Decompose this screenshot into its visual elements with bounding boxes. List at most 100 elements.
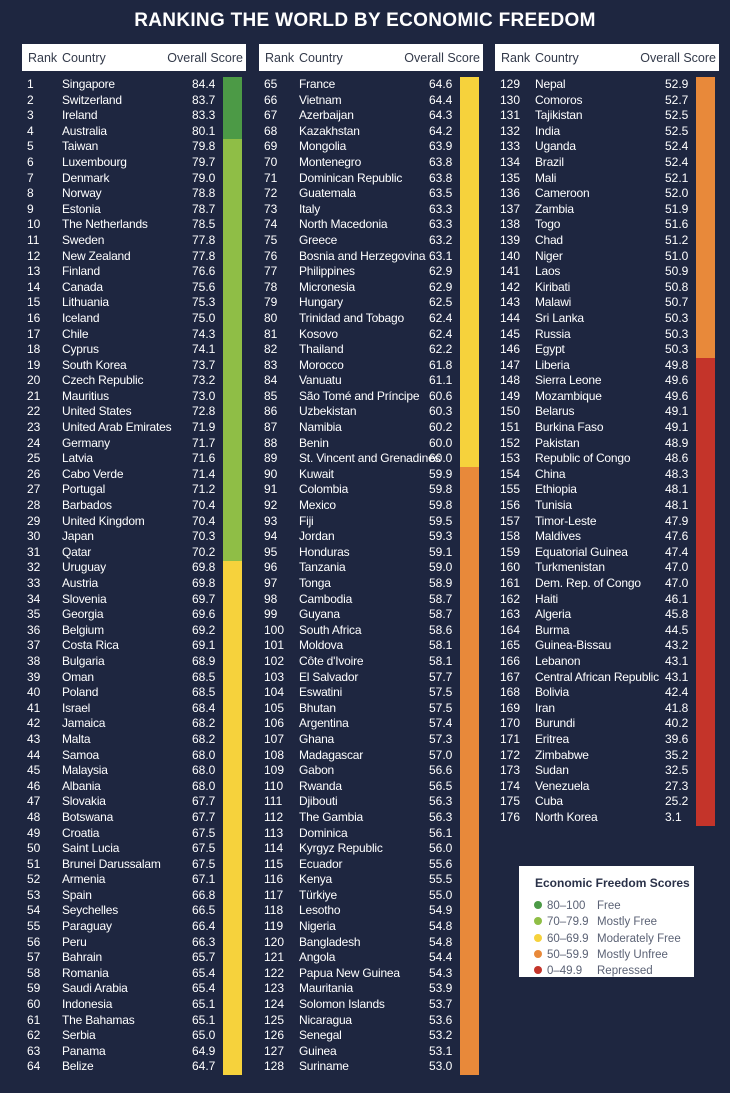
rank-cell: 40 [27, 685, 41, 700]
score-cell: 57.5 [429, 700, 453, 715]
rank-cell: 21 [27, 388, 41, 403]
page-title: RANKING THE WORLD BY ECONOMIC FREEDOM [134, 10, 596, 31]
table-row: 85 São Tomé and Príncipe 60.6 [259, 389, 483, 405]
score-cell: 50.3 [665, 342, 689, 357]
rank-cell: 42 [27, 716, 41, 731]
legend-dot-icon [534, 966, 542, 975]
country-cell: Kosovo [299, 326, 338, 341]
table-row: 175 Cuba 25.2 [495, 794, 719, 810]
rank-cell: 1 [27, 77, 34, 91]
score-cell: 67.7 [192, 809, 216, 824]
country-cell: Micronesia [299, 279, 356, 294]
rank-cell: 103 [264, 669, 285, 684]
legend-range: 0–49.9 [547, 965, 583, 978]
table-row: 83 Morocco 61.8 [259, 358, 483, 374]
score-cell: 52.1 [665, 170, 689, 185]
rank-cell: 35 [27, 607, 41, 622]
table-row: 22 United States 72.8 [22, 404, 246, 420]
rank-cell: 121 [264, 950, 285, 965]
table-row: 152 Pakistan 48.9 [495, 436, 719, 452]
rank-header: Rank [28, 51, 58, 65]
table-row: 144 Sri Lanka 50.3 [495, 311, 719, 327]
table-row: 153 Republic of Congo 48.6 [495, 451, 719, 467]
rank-cell: 13 [27, 264, 41, 279]
country-cell: Bhutan [299, 700, 336, 715]
country-cell: South Africa [299, 622, 362, 637]
score-cell: 52.0 [665, 186, 689, 201]
score-cell: 59.5 [429, 513, 453, 528]
country-cell: United Arab Emirates [62, 420, 172, 435]
category-segment [696, 77, 715, 358]
table-row: 108 Madagascar 57.0 [259, 748, 483, 764]
table-row: 17 Chile 74.3 [22, 327, 246, 343]
legend-label: Mostly Free [597, 916, 658, 929]
rank-cell: 3 [27, 108, 34, 123]
table-row: 70 Montenegro 63.8 [259, 155, 483, 171]
rank-cell: 67 [264, 108, 278, 123]
column-header: Rank Country Overall Score [22, 44, 246, 71]
rank-cell: 4 [27, 123, 34, 138]
country-cell: Albania [62, 778, 101, 793]
rank-cell: 139 [500, 232, 521, 247]
country-cell: Sudan [535, 763, 569, 778]
score-cell: 56.6 [429, 763, 453, 778]
score-cell: 46.1 [665, 591, 689, 606]
country-cell: Greece [299, 232, 338, 247]
rank-cell: 81 [264, 326, 278, 341]
table-row: 140 Niger 51.0 [495, 249, 719, 265]
score-cell: 43.1 [665, 653, 689, 668]
table-row: 18 Cyprus 74.1 [22, 342, 246, 358]
country-cell: Montenegro [299, 154, 362, 169]
rank-cell: 47 [27, 794, 41, 809]
country-cell: Sweden [62, 232, 105, 247]
rank-cell: 176 [500, 809, 521, 824]
rank-cell: 69 [264, 139, 278, 154]
score-cell: 75.6 [192, 279, 216, 294]
country-cell: Nepal [535, 77, 566, 91]
rank-cell: 11 [27, 232, 40, 247]
country-cell: Oman [62, 669, 94, 684]
score-cell: 61.1 [429, 373, 453, 388]
score-cell: 58.1 [429, 653, 453, 668]
score-cell: 39.6 [665, 731, 689, 746]
country-cell: São Tomé and Príncipe [299, 388, 420, 403]
rank-cell: 26 [27, 466, 41, 481]
table-row: 119 Nigeria 54.8 [259, 919, 483, 935]
rank-cell: 99 [264, 607, 278, 622]
table-row: 40 Poland 68.5 [22, 685, 246, 701]
column-header: Rank Country Overall Score [259, 44, 483, 71]
country-cell: Zimbabwe [535, 747, 589, 762]
score-cell: 47.4 [665, 544, 689, 559]
score-cell: 52.4 [665, 139, 689, 154]
score-cell: 50.7 [665, 295, 689, 310]
score-cell: 57.7 [429, 669, 453, 684]
legend-range: 80–100 [547, 900, 586, 912]
table-row: 38 Bulgaria 68.9 [22, 654, 246, 670]
rank-cell: 143 [500, 295, 521, 310]
score-cell: 75.3 [192, 295, 216, 310]
country-cell: Norway [62, 186, 102, 201]
country-cell: Peru [62, 934, 87, 949]
score-cell: 56.1 [429, 825, 453, 840]
score-cell: 62.9 [429, 264, 453, 279]
rank-cell: 115 [264, 856, 284, 871]
rank-cell: 18 [27, 342, 41, 357]
country-cell: Cyprus [62, 342, 99, 357]
rank-cell: 102 [264, 653, 285, 668]
score-cell: 50.3 [665, 326, 689, 341]
rank-cell: 85 [264, 388, 278, 403]
country-cell: Niger [535, 248, 563, 263]
table-row: 107 Ghana 57.3 [259, 732, 483, 748]
table-row: 160 Turkmenistan 47.0 [495, 560, 719, 576]
table-row: 74 North Macedonia 63.3 [259, 217, 483, 233]
rank-cell: 144 [500, 310, 521, 325]
rank-cell: 170 [500, 716, 521, 731]
country-cell: Madagascar [299, 747, 364, 762]
score-cell: 77.8 [192, 232, 216, 247]
rank-cell: 120 [264, 934, 285, 949]
legend-range: 70–79.9 [547, 916, 589, 929]
table-row: 15 Lithuania 75.3 [22, 295, 246, 311]
ranking-rows: 1 Singapore 84.4 2 Switzerland 83.7 3 Ireland 83… [22, 77, 246, 1075]
rank-cell: 75 [264, 232, 278, 247]
score-cell: 62.9 [429, 279, 453, 294]
